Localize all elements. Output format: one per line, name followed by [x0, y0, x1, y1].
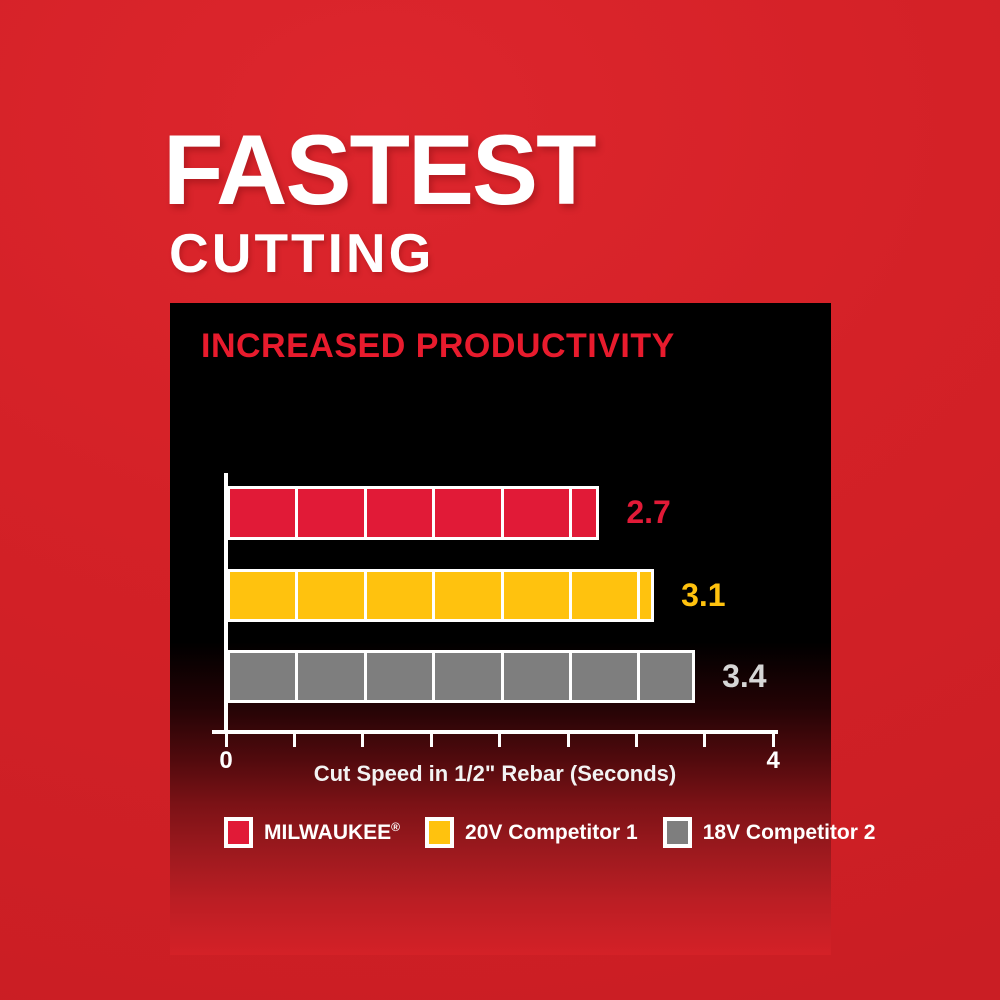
bar-segment [435, 489, 501, 537]
x-axis-tick-label: 0 [219, 747, 233, 774]
bar-segment [366, 572, 433, 619]
bar-3 [227, 650, 696, 703]
legend-label: 20V Competitor 1 [465, 820, 638, 844]
x-axis-tick [566, 734, 570, 747]
bar-1 [227, 486, 600, 540]
legend-item-3: 18V Competitor 2 [662, 817, 876, 848]
legend-swatch [224, 817, 253, 848]
bar-segment [298, 489, 364, 537]
bar-2 [227, 569, 655, 622]
bar-segment [571, 653, 638, 700]
bar-value-label: 3.1 [681, 576, 726, 613]
x-axis-tick [771, 734, 775, 747]
x-axis-caption: Cut Speed in 1/2" Rebar (Seconds) [313, 761, 677, 786]
bar-segment [298, 653, 364, 700]
y-axis-line [224, 473, 228, 734]
bar-segment [435, 572, 501, 619]
x-axis-tick [224, 734, 228, 747]
headline-secondary: CUTTING [169, 222, 435, 284]
x-axis-tick [292, 734, 296, 747]
legend-item-2: 20V Competitor 1 [425, 817, 638, 848]
bar-value-label: 3.4 [722, 657, 767, 694]
registered-mark: ® [391, 820, 401, 834]
legend-swatch [662, 817, 692, 848]
bar-segment [571, 572, 638, 619]
x-axis-tick-label: 4 [766, 747, 780, 774]
bar-segment [230, 489, 296, 537]
bar-segment [503, 653, 569, 700]
bar-segment [366, 489, 433, 537]
chart-panel: INCREASED PRODUCTIVITY 0 4 2.7 3.1 3.4 Cut … [170, 303, 875, 955]
legend-label: 18V Competitor 2 [702, 820, 876, 844]
x-axis-tick [429, 734, 433, 747]
bar-segment [435, 653, 501, 700]
bar-segment [571, 489, 597, 537]
bar-segment [230, 653, 296, 700]
x-axis-tick [498, 734, 502, 747]
chart-legend: MILWAUKEE® 20V Competitor 1 18V Competitor… [224, 817, 875, 848]
headline-primary: FASTEST [163, 114, 597, 225]
bar-segment [230, 572, 296, 619]
x-axis-line [212, 730, 778, 734]
legend-swatch [425, 817, 455, 848]
bar-segment [640, 653, 693, 700]
bar-value-label: 2.7 [626, 494, 671, 530]
legend-label: MILWAUKEE® [264, 820, 401, 844]
bar-segment [503, 489, 569, 537]
bar-segment [366, 653, 433, 700]
x-axis-tick [634, 734, 638, 747]
chart-title: INCREASED PRODUCTIVITY [201, 327, 675, 365]
bar-segment [640, 572, 652, 619]
legend-item-1: MILWAUKEE® [224, 817, 400, 848]
bar-segment [298, 572, 364, 619]
bar-segment [503, 572, 569, 619]
x-axis-tick [361, 734, 365, 747]
x-axis-tick [703, 734, 707, 747]
